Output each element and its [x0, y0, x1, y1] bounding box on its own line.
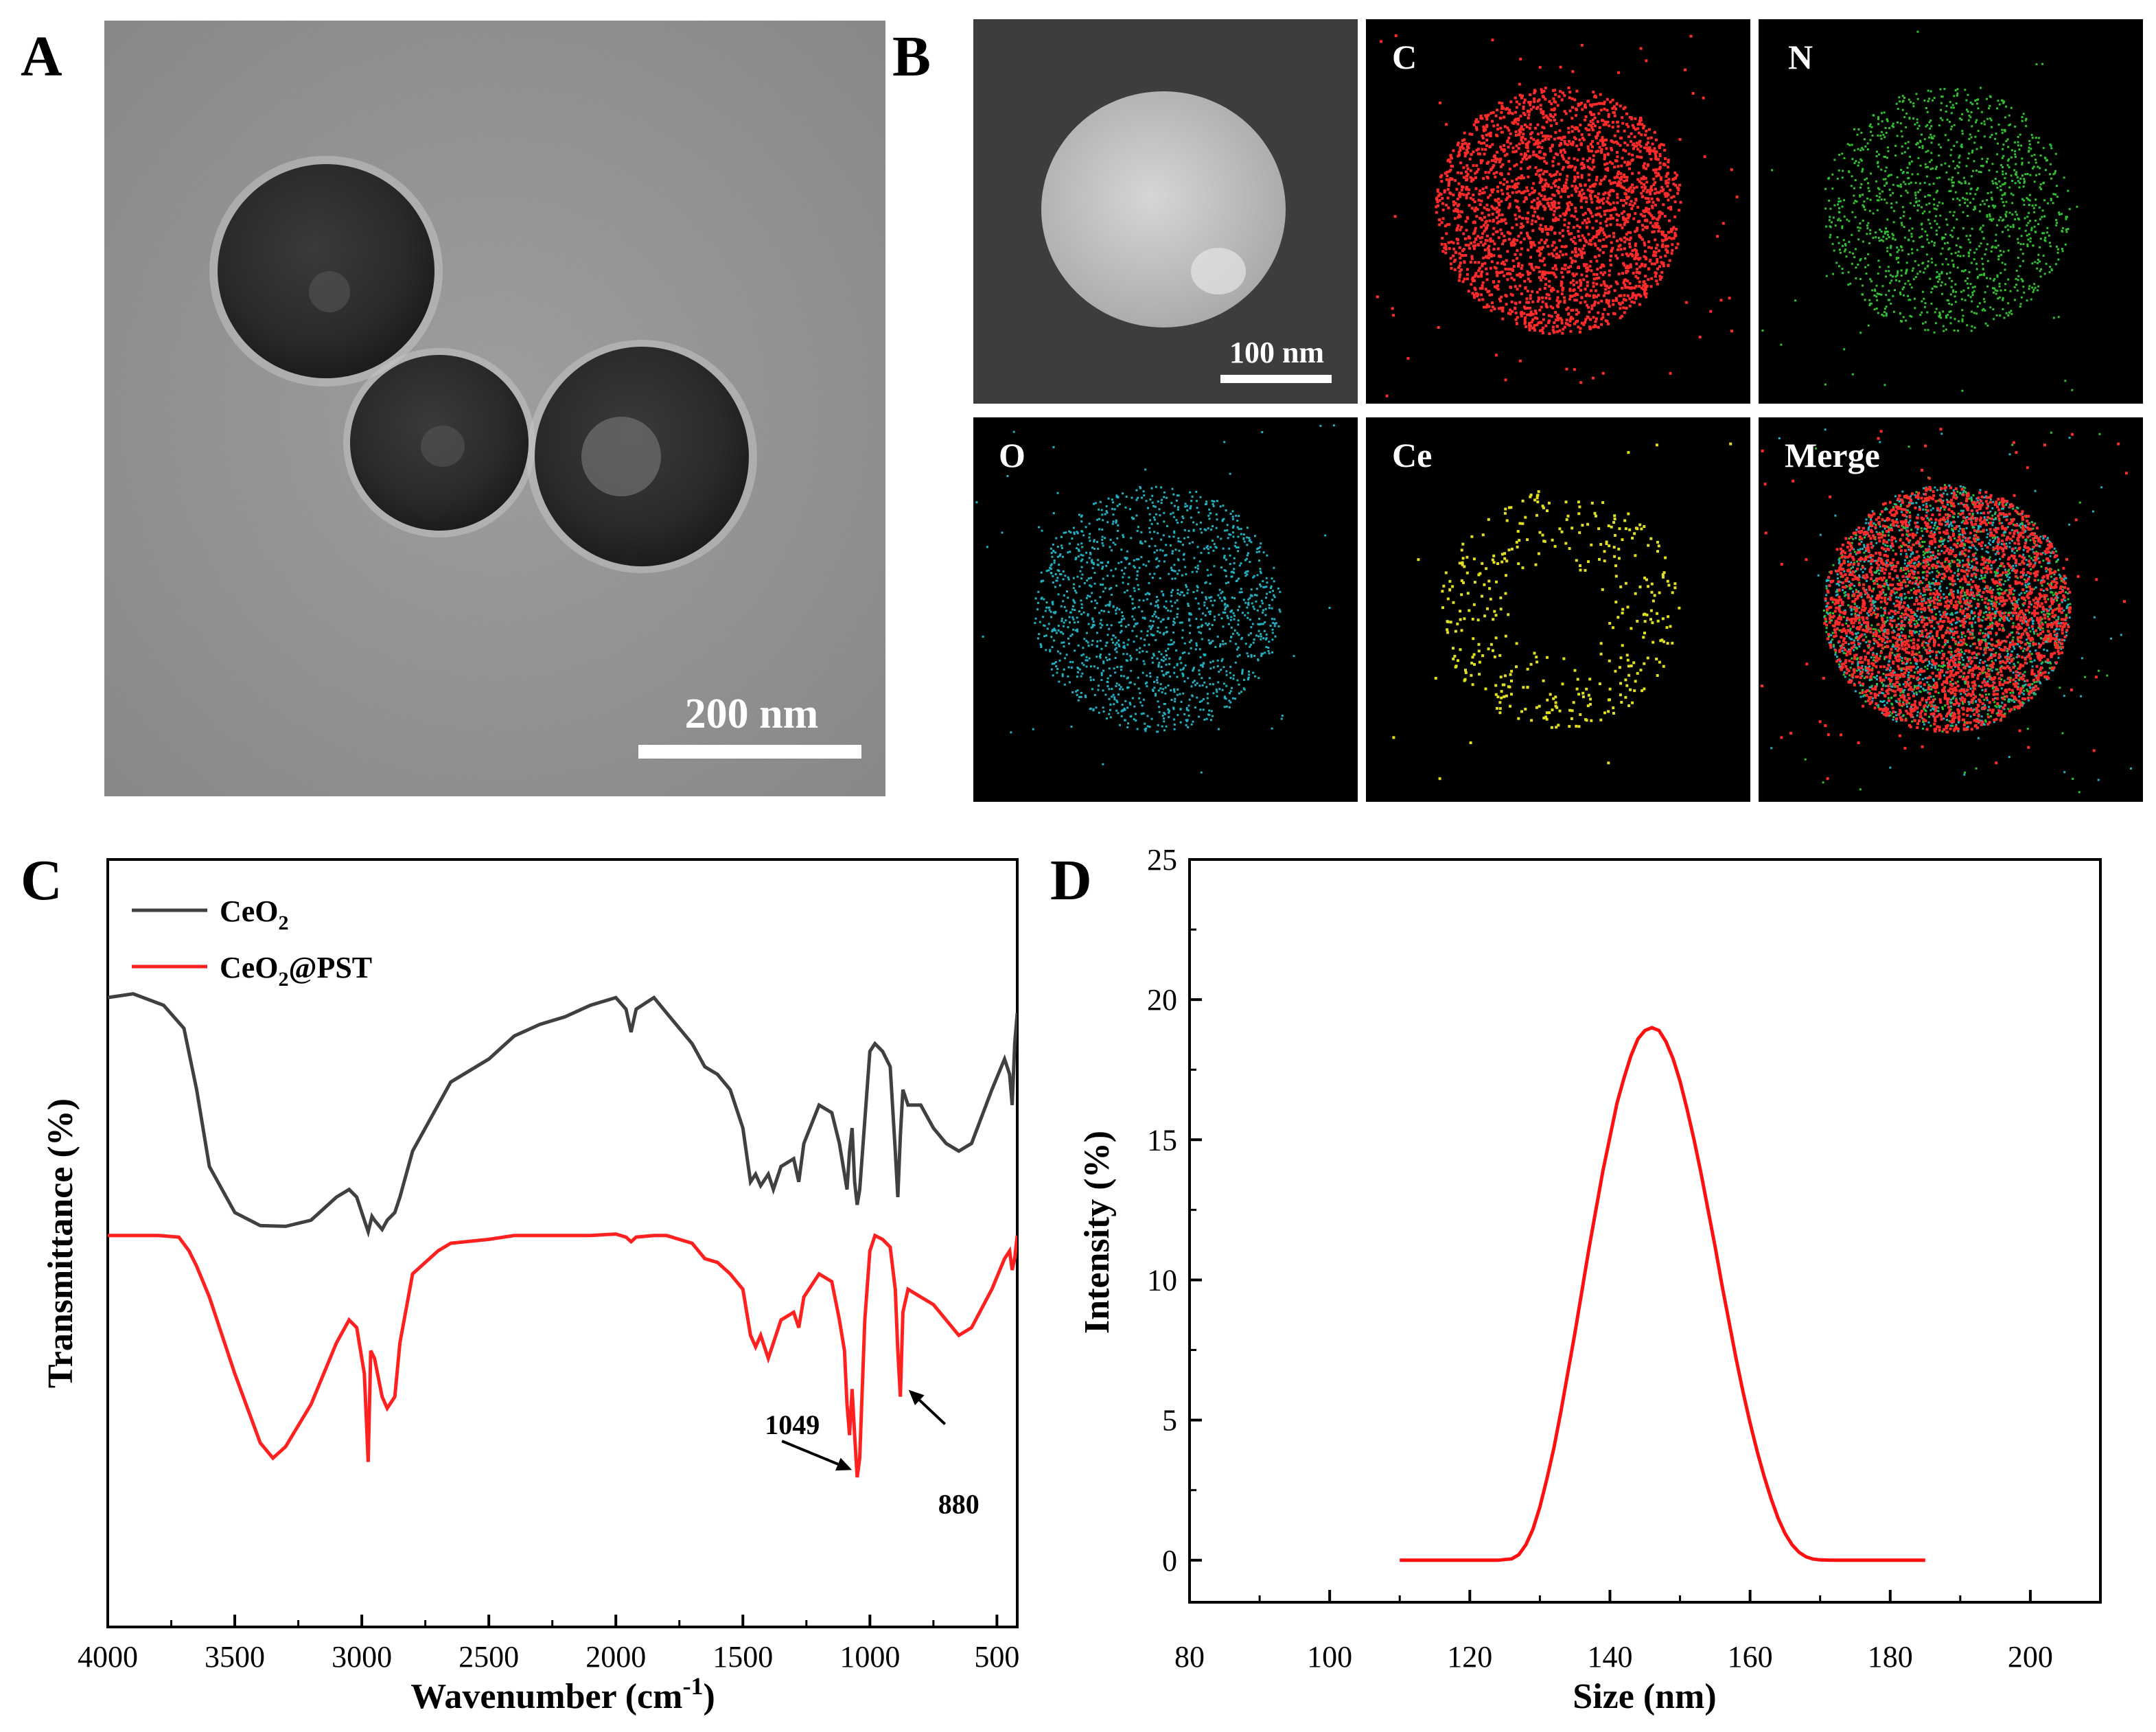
panel-c: C 4000 3500 3000 2500 2000 1500 1000 500 Transm… — [21, 848, 1019, 1716]
annotation-880: 880 — [938, 1489, 980, 1520]
panel-b: B 100 nm C N O Ce — [892, 19, 2143, 802]
chart-c-series — [108, 992, 1017, 1478]
panel-a: A 200 nm — [21, 21, 885, 796]
annotation-1049-arrowhead — [835, 1457, 853, 1471]
chart-d-ytick-label: 5 — [1162, 1404, 1177, 1437]
chart-d-xtick-label: 120 — [1447, 1640, 1492, 1674]
chart-c-xtick-label: 3500 — [205, 1640, 265, 1674]
chart-c-xlabel-end: ) — [703, 1677, 715, 1716]
chart-d-frame — [1188, 858, 2102, 1604]
chart-d-xtick-label: 80 — [1174, 1640, 1205, 1674]
map-o: O — [973, 417, 1358, 802]
chart-c-xtick-label: 2500 — [459, 1640, 519, 1674]
annotation-1049-arrow — [781, 1440, 839, 1466]
scale-bar-label-b: 100 nm — [1229, 336, 1324, 369]
map-label-ce: Ce — [1392, 436, 1432, 474]
chart-c-xlabel: Wavenumber (cm-1) — [410, 1672, 715, 1716]
chart-d-ytick-label: 10 — [1147, 1263, 1177, 1297]
chart-c-xtick-label: 500 — [974, 1640, 1019, 1674]
legend-ceo2-name: CeO — [220, 894, 279, 928]
chart-d-ytick-label: 25 — [1147, 843, 1177, 877]
chart-c-xtick-label: 1500 — [712, 1640, 773, 1674]
series-ceo2-line — [108, 992, 1017, 1238]
chart-c-ylabel: Transmittance (%) — [41, 1098, 80, 1388]
legend-label-ceo2: CeO2 — [220, 894, 289, 934]
legend-ceo2-sub: 2 — [279, 912, 289, 934]
annotation-880-arrow — [918, 1399, 947, 1426]
map-label-o: O — [999, 436, 1025, 474]
scale-bar-a — [638, 745, 861, 759]
chart-d-yticks: 0 5 10 15 20 25 — [1147, 843, 1202, 1578]
chart-d-series — [1400, 1026, 1925, 1562]
chart-c-xlabel-main: Wavenumber (cm — [410, 1677, 682, 1716]
legend-ceo2-pst-suffix: @PST — [289, 951, 373, 984]
scale-bar-label-a: 200 nm — [685, 691, 819, 737]
element-dots — [1761, 428, 2128, 781]
chart-c-xticks: 4000 3500 3000 2500 2000 1500 1000 500 — [78, 1615, 1019, 1674]
map-label-merge: Merge — [1785, 436, 1880, 474]
element-dots — [1804, 431, 2109, 794]
map-ce: Ce — [1366, 417, 1750, 802]
legend-label-ceo2-pst: CeO2@PST — [220, 951, 372, 991]
element-dots — [1376, 34, 1739, 397]
legend-ceo2-pst-name: CeO — [220, 951, 279, 984]
map-label-c: C — [1392, 38, 1417, 76]
chart-d-xtick-label: 200 — [2008, 1640, 2053, 1674]
map-merge: Merge — [1759, 417, 2143, 802]
chart-c-xtick-label: 2000 — [586, 1640, 646, 1674]
chart-d-xtick-label: 180 — [1868, 1640, 1913, 1674]
panel-letter-b: B — [892, 25, 931, 89]
chart-d-ytick-label: 0 — [1162, 1544, 1177, 1578]
chart-c-xtick-label: 1000 — [839, 1640, 900, 1674]
chart-d-xticks: 80 100 120 140 160 180 200 — [1174, 1590, 2053, 1674]
panel-letter-a: A — [21, 25, 62, 89]
chart-c-xtick-label: 4000 — [78, 1640, 138, 1674]
map-haadf: 100 nm — [973, 19, 1358, 404]
legend-ceo2-pst-sub: 2 — [279, 968, 289, 991]
tem-particles — [209, 156, 757, 573]
map-c: C — [1366, 19, 1750, 404]
chart-d-ytick-label: 15 — [1147, 1123, 1177, 1157]
series-dls-line — [1400, 1026, 1925, 1562]
chart-c-legend: CeO2 CeO2@PST — [132, 894, 372, 991]
chart-d-xtick-label: 160 — [1728, 1640, 1773, 1674]
annotation-880-arrowhead — [908, 1389, 925, 1405]
panel-letter-c: C — [21, 848, 62, 912]
map-n: N — [1759, 19, 2143, 404]
particle-1 — [218, 164, 434, 378]
chart-c-annotations: 1049 880 — [765, 1389, 980, 1520]
panel-letter-d: D — [1050, 848, 1092, 912]
element-dots — [1392, 442, 1732, 781]
scale-bar-b — [1220, 375, 1332, 383]
element-dots — [1761, 30, 2078, 392]
annotation-1049: 1049 — [765, 1409, 820, 1440]
series-ceo2-pst-line — [108, 1232, 1017, 1478]
chart-d-xtick-label: 140 — [1587, 1640, 1632, 1674]
chart-c-xlabel-sup: -1 — [682, 1672, 703, 1700]
chart-d-xlabel: Size (nm) — [1573, 1677, 1716, 1716]
chart-d-xtick-label: 100 — [1307, 1640, 1352, 1674]
chart-c-xtick-label: 3000 — [332, 1640, 392, 1674]
chart-d-ytick-label: 20 — [1147, 983, 1177, 1017]
panel-d: D 80 100 120 140 160 180 200 0 5 10 15 20 25 Intens… — [1050, 843, 2102, 1716]
map-label-n: N — [1788, 38, 1813, 76]
chart-d-ylabel: Intensity (%) — [1078, 1131, 1117, 1334]
